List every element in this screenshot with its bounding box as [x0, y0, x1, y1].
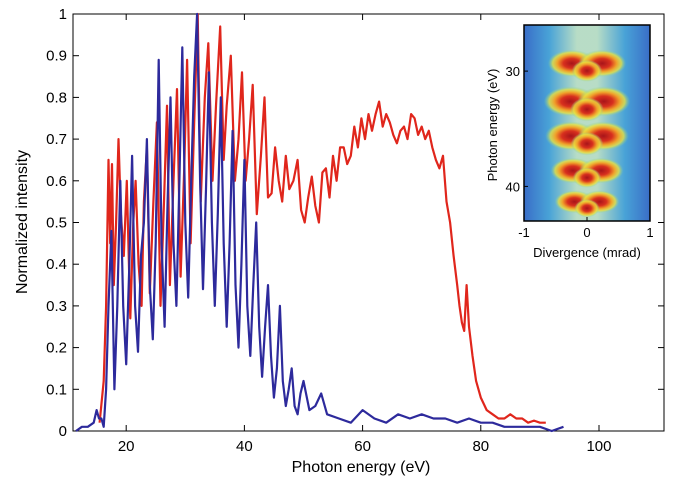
- x-tick-label: 40: [236, 438, 253, 455]
- inset-x-axis-label: Divergence (mrad): [533, 245, 641, 260]
- harmonic-spot-center: [570, 132, 604, 156]
- harmonic-spot-center: [574, 199, 600, 218]
- inset-x-tick-label: 1: [646, 225, 653, 240]
- main-x-ticks: 20 40 60 80 100: [118, 14, 612, 455]
- series-line-blue: [75, 12, 564, 433]
- inset-x-tick-label: -1: [518, 225, 530, 240]
- harmonic-spot-center: [571, 59, 603, 82]
- y-tick-label: 1: [59, 6, 67, 23]
- x-tick-label: 20: [118, 438, 135, 455]
- inset-y-ticks: 30 40: [506, 64, 528, 194]
- harmonic-spot-center: [572, 167, 602, 188]
- x-axis-label: Photon energy (eV): [292, 459, 431, 476]
- y-tick-label: 0: [59, 423, 67, 440]
- harmonic-spot-center: [570, 97, 604, 122]
- x-tick-label: 80: [472, 438, 489, 455]
- x-tick-label: 60: [354, 438, 371, 455]
- y-tick-label: 0.2: [46, 340, 67, 357]
- x-tick-label: 100: [586, 438, 611, 455]
- inset-harmonic-spots: [543, 49, 631, 218]
- inset-x-tick-label: 0: [583, 225, 590, 240]
- y-tick-label: 0.5: [46, 215, 67, 232]
- inset-y-tick-label: 30: [506, 64, 520, 79]
- y-tick-label: 0.1: [46, 381, 67, 398]
- series-line-red: [98, 12, 546, 424]
- y-tick-label: 0.8: [46, 89, 67, 106]
- y-tick-label: 0.9: [46, 48, 67, 65]
- y-tick-label: 0.4: [46, 256, 67, 273]
- y-tick-label: 0.3: [46, 298, 67, 315]
- inset-x-ticks: -1 0 1: [518, 217, 654, 240]
- inset-y-tick-label: 40: [506, 179, 520, 194]
- inset-y-axis-label: Photon energy (eV): [485, 69, 500, 182]
- inset-chart: -1 0 1 30 40 Divergence (mrad) Photon energ…: [485, 24, 654, 260]
- y-tick-label: 0.6: [46, 173, 67, 190]
- series-group: [75, 12, 564, 433]
- y-axis-label: Normalized intensity: [14, 150, 31, 294]
- main-y-ticks: 0 0.1 0.2 0.3 0.4 0.5 0.6 0.7 0.8 0.9 1: [46, 6, 664, 440]
- y-tick-label: 0.7: [46, 131, 67, 148]
